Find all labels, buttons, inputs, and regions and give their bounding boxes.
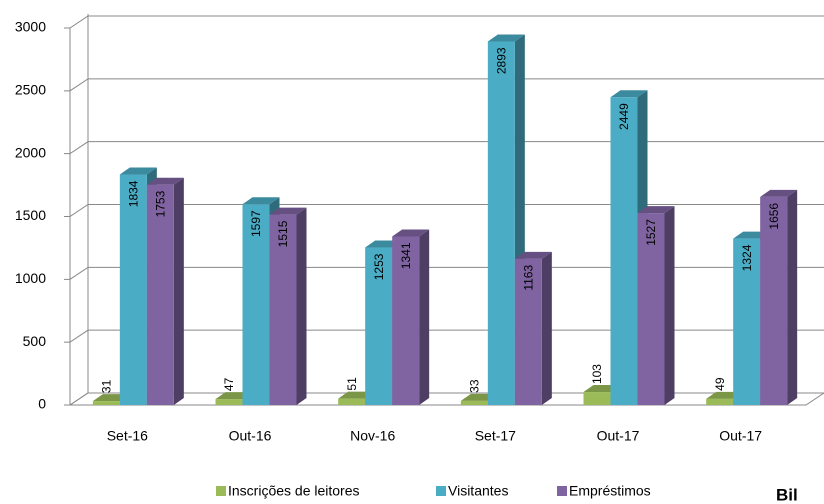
grid-line bbox=[64, 266, 824, 280]
bar bbox=[146, 177, 184, 405]
value-label: 103 bbox=[590, 364, 604, 384]
value-label: 1834 bbox=[127, 180, 141, 207]
bar-front bbox=[760, 196, 788, 405]
bar-side bbox=[419, 229, 430, 405]
grid-line bbox=[64, 78, 824, 92]
x-tick-label: Set-16 bbox=[107, 428, 148, 444]
y-tick-label: 1000 bbox=[15, 270, 46, 286]
x-tick-label: Out-16 bbox=[229, 428, 272, 444]
bar-front bbox=[514, 258, 542, 405]
bar bbox=[514, 251, 552, 405]
grid-line bbox=[64, 15, 824, 29]
y-tick-label: 1500 bbox=[15, 207, 46, 223]
bar-top bbox=[760, 189, 798, 197]
bar-front bbox=[242, 204, 270, 405]
bar-front bbox=[460, 400, 488, 405]
y-tick-label: 3000 bbox=[15, 19, 46, 35]
value-label: 1597 bbox=[249, 210, 263, 237]
value-label: 1515 bbox=[276, 220, 290, 247]
bar-front bbox=[733, 238, 761, 405]
value-label: 1341 bbox=[399, 242, 413, 269]
x-tick-label: Out-17 bbox=[719, 428, 762, 444]
bar-front bbox=[583, 392, 611, 405]
value-label: 1753 bbox=[154, 190, 168, 217]
legend-label: Inscrições de leitores bbox=[228, 483, 360, 499]
legend-swatch bbox=[436, 486, 446, 496]
bar-top bbox=[119, 167, 157, 175]
value-label: 2893 bbox=[495, 47, 509, 74]
bar-front bbox=[215, 399, 243, 405]
legend-swatch bbox=[557, 486, 567, 496]
bar-side bbox=[296, 207, 307, 405]
bar-front bbox=[92, 401, 120, 405]
bar-front bbox=[365, 247, 393, 405]
bar-top bbox=[269, 207, 307, 215]
bar-front bbox=[706, 398, 734, 405]
y-tick-label: 0 bbox=[38, 396, 46, 412]
annotation: Bil bbox=[776, 485, 798, 504]
bar bbox=[269, 207, 307, 405]
bar-top bbox=[487, 34, 525, 42]
y-tick-label: 2000 bbox=[15, 144, 46, 160]
grid-line bbox=[64, 204, 824, 217]
value-label: 1527 bbox=[644, 219, 658, 246]
bar-top bbox=[514, 251, 552, 259]
value-label: 33 bbox=[468, 379, 482, 393]
value-label: 31 bbox=[100, 379, 114, 393]
bar-top bbox=[146, 177, 184, 185]
bar-top bbox=[392, 229, 430, 237]
value-label: 49 bbox=[713, 377, 727, 391]
x-tick-label: Set-17 bbox=[475, 428, 516, 444]
bar-front bbox=[119, 174, 147, 405]
bar-front bbox=[610, 97, 638, 405]
bar-top bbox=[610, 90, 648, 98]
y-tick-label: 500 bbox=[23, 333, 47, 349]
value-label: 1324 bbox=[740, 244, 754, 271]
bar-front bbox=[269, 214, 297, 405]
bar bbox=[392, 229, 430, 405]
bar-top bbox=[242, 197, 280, 205]
bar bbox=[637, 206, 675, 405]
bar-front bbox=[487, 41, 515, 405]
value-label: 51 bbox=[345, 377, 359, 391]
x-tick-label: Nov-16 bbox=[350, 428, 395, 444]
value-label: 47 bbox=[222, 377, 236, 391]
bar-side bbox=[173, 177, 184, 405]
grid-line bbox=[64, 141, 824, 155]
bar-side bbox=[787, 189, 798, 405]
legend-label: Empréstimos bbox=[569, 483, 651, 499]
grid-line bbox=[64, 329, 824, 343]
bar-front bbox=[338, 398, 366, 405]
bar-top bbox=[637, 206, 675, 214]
bar-side bbox=[541, 251, 552, 405]
y-tick-label: 2500 bbox=[15, 82, 46, 98]
bar-side bbox=[664, 206, 675, 405]
grid-line bbox=[64, 392, 824, 406]
value-label: 2449 bbox=[617, 103, 631, 130]
bar-front bbox=[392, 236, 420, 405]
legend-label: Visitantes bbox=[448, 483, 508, 499]
bar-front bbox=[146, 184, 174, 405]
bar-front bbox=[637, 213, 665, 405]
legend-swatch bbox=[216, 486, 226, 496]
value-label: 1253 bbox=[372, 253, 386, 280]
value-label: 1163 bbox=[522, 265, 536, 291]
x-tick-label: Out-17 bbox=[597, 428, 640, 444]
bar bbox=[760, 189, 798, 405]
value-label: 1656 bbox=[767, 203, 781, 230]
